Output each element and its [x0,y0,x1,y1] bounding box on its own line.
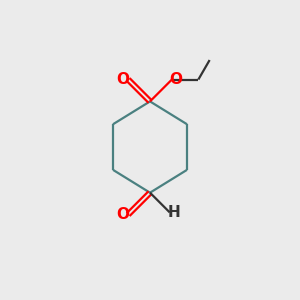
Text: O: O [169,72,182,87]
Text: H: H [168,205,181,220]
Text: O: O [116,207,129,222]
Text: O: O [116,72,129,87]
